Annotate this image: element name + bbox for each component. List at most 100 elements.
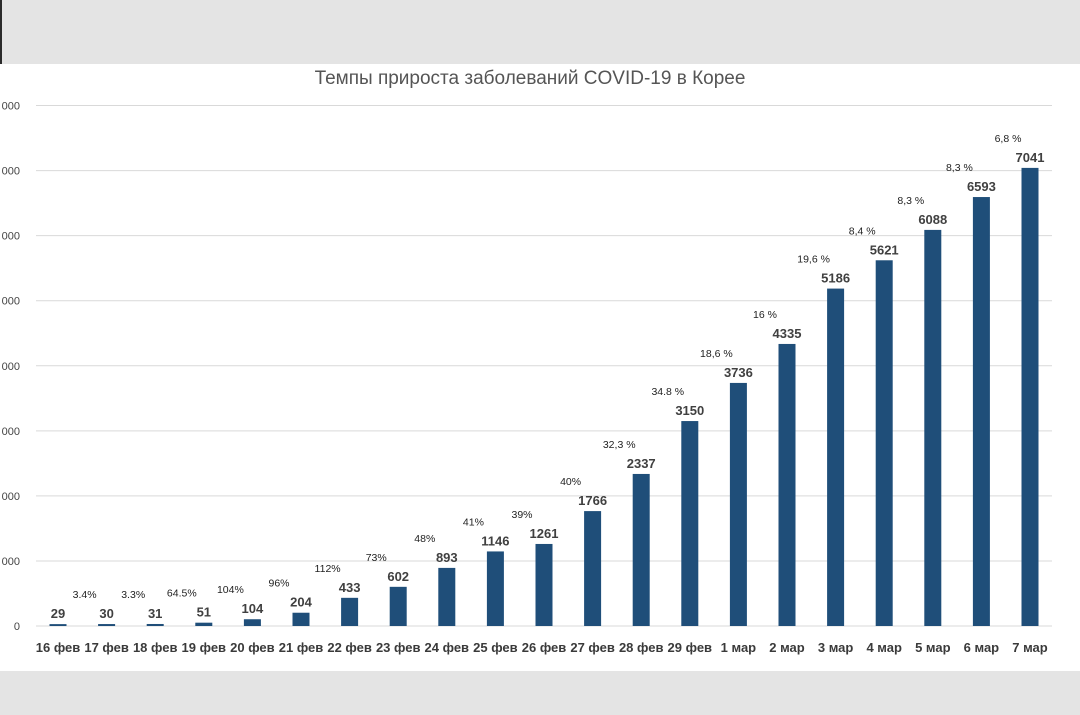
value-label: 5186 xyxy=(821,271,850,286)
growth-label: 41% xyxy=(463,516,484,528)
value-label: 7041 xyxy=(1016,150,1045,165)
bar xyxy=(243,619,261,626)
x-tick-label: 29 фев xyxy=(668,640,713,655)
bar xyxy=(98,624,116,626)
bar xyxy=(486,551,504,626)
growth-label: 73% xyxy=(366,552,387,564)
x-tick-label: 22 фев xyxy=(327,640,372,655)
growth-label: 112% xyxy=(315,563,341,575)
x-tick-label: 3 мар xyxy=(818,640,854,655)
y-tick-label: 000 xyxy=(2,166,20,178)
growth-label: 6,8 % xyxy=(995,133,1022,145)
value-label: 6088 xyxy=(918,212,947,227)
y-tick-label: 000 xyxy=(2,556,20,568)
bar xyxy=(389,586,407,626)
growth-label: 104% xyxy=(217,584,244,596)
growth-label: 19,6 % xyxy=(797,254,830,266)
value-label: 4335 xyxy=(773,326,802,341)
bar xyxy=(632,473,650,626)
x-tick-label: 16 фев xyxy=(36,640,81,655)
x-tick-label: 24 фев xyxy=(425,640,470,655)
x-tick-label: 1 мар xyxy=(721,640,757,655)
value-label: 31 xyxy=(148,606,162,621)
bar xyxy=(341,597,359,626)
chart-title: Темпы прироста заболеваний COVID-19 в Ко… xyxy=(315,68,746,89)
x-tick-label: 5 мар xyxy=(915,640,951,655)
y-tick-label: 0 xyxy=(14,621,20,633)
value-label: 1146 xyxy=(481,533,509,548)
bar xyxy=(438,567,456,626)
value-label: 51 xyxy=(197,605,211,620)
x-tick-label: 6 мар xyxy=(964,640,1000,655)
x-tick-label: 23 фев xyxy=(376,640,421,655)
value-label: 602 xyxy=(387,569,409,584)
bar xyxy=(292,612,310,626)
value-label: 5621 xyxy=(870,242,899,257)
bar xyxy=(972,197,990,626)
y-tick-label: 000 xyxy=(2,101,20,113)
value-label: 3736 xyxy=(724,365,753,380)
growth-label: 48% xyxy=(414,533,435,545)
bar xyxy=(924,229,942,626)
x-tick-label: 2 мар xyxy=(769,640,805,655)
value-label: 1261 xyxy=(530,526,559,541)
bar xyxy=(584,511,602,626)
x-axis-ticks: 16 фев 17 фев 18 фев 19 фев 20 фев 21 фев 22 ф… xyxy=(36,640,1048,655)
value-label: 433 xyxy=(339,580,361,595)
bar xyxy=(49,624,67,626)
bar xyxy=(146,623,164,626)
growth-label: 16 % xyxy=(753,309,777,321)
growth-label: 34.8 % xyxy=(651,386,684,398)
x-tick-label: 20 фев xyxy=(230,640,275,655)
y-tick-label: 000 xyxy=(2,491,20,503)
bar xyxy=(875,260,893,626)
value-label: 893 xyxy=(436,550,458,565)
frame-edge xyxy=(0,0,2,64)
y-tick-label: 000 xyxy=(2,426,20,438)
bar xyxy=(1021,167,1039,626)
value-label: 6593 xyxy=(967,179,996,194)
bar xyxy=(195,622,213,626)
x-tick-label: 27 фев xyxy=(570,640,615,655)
bar xyxy=(535,543,553,626)
value-label: 29 xyxy=(51,606,65,621)
growth-label: 96% xyxy=(268,578,289,590)
x-tick-label: 25 фев xyxy=(473,640,518,655)
x-tick-label: 4 мар xyxy=(866,640,902,655)
growth-label: 8,3 % xyxy=(946,162,973,174)
growth-label: 39% xyxy=(511,509,532,521)
value-label: 30 xyxy=(99,606,113,621)
value-label: 204 xyxy=(290,595,312,610)
value-label: 3150 xyxy=(675,403,704,418)
x-tick-label: 17 фев xyxy=(84,640,129,655)
growth-label: 18,6 % xyxy=(700,348,733,360)
bars xyxy=(49,167,1039,626)
x-tick-label: 21 фев xyxy=(279,640,324,655)
x-tick-label: 19 фев xyxy=(182,640,227,655)
bar xyxy=(729,382,747,626)
x-tick-label: 26 фев xyxy=(522,640,567,655)
y-tick-label: 000 xyxy=(2,231,20,243)
growth-label: 8,4 % xyxy=(849,225,876,237)
y-tick-label: 000 xyxy=(2,296,20,308)
growth-label: 3.4% xyxy=(73,589,97,601)
bar xyxy=(827,288,845,626)
bar xyxy=(681,421,699,626)
x-tick-label: 7 мар xyxy=(1012,640,1048,655)
x-tick-label: 18 фев xyxy=(133,640,178,655)
value-label: 1766 xyxy=(578,493,607,508)
bar xyxy=(778,343,796,626)
value-label: 2337 xyxy=(627,456,656,471)
growth-label: 32,3 % xyxy=(603,439,636,451)
growth-label: 64.5% xyxy=(167,588,197,600)
growth-label: 8,3 % xyxy=(897,195,924,207)
value-label: 104 xyxy=(242,601,264,616)
x-tick-label: 28 фев xyxy=(619,640,664,655)
growth-label: 3.3% xyxy=(121,589,145,601)
growth-label: 40% xyxy=(560,476,581,488)
y-tick-label: 000 xyxy=(2,361,20,373)
